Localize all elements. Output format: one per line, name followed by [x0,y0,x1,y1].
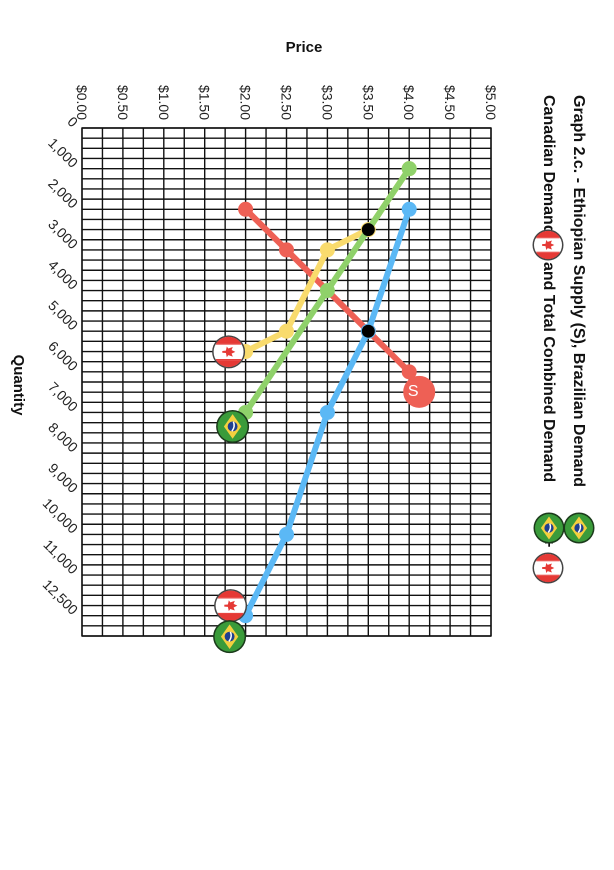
data-point [279,242,294,258]
chart-title-line2b: and Total Combined Demand [540,262,557,482]
data-point [401,364,417,380]
y-tick-label: $2.50 [279,85,295,120]
data-point [319,404,335,420]
chart-title-line2a: Canadian Demand [540,95,557,235]
y-axis-title: Price [286,39,323,56]
x-tick-label: 6,000 [45,338,81,374]
y-tick-label: $3.50 [360,85,376,120]
x-tick-label: 7,000 [45,379,81,415]
data-point [401,201,417,217]
x-tick-label: 11,000 [40,536,81,577]
supply-label: S [408,383,419,400]
data-point [238,201,254,217]
data-point [319,283,335,299]
x-axis-title: Quantity [10,355,27,416]
data-point [401,161,417,177]
x-tick-label: 2,000 [45,175,81,211]
x-tick-label: 9,000 [45,460,81,496]
x-tick-label: 8,000 [45,419,81,455]
brazil-flag-icon [563,512,595,544]
x-tick-label: 12,500 [40,576,82,618]
x-tick-label: 10,000 [40,495,82,537]
brazil-flag-icon [216,409,250,443]
chart-title-line1: Graph 2.c. - Ethiopian Supply (S), Brazi… [570,95,587,487]
canada-flag-icon [214,589,248,623]
x-tick-label: 1,000 [45,135,81,171]
data-point [319,242,335,258]
intersection-point [361,223,375,237]
y-tick-label: $2.00 [238,85,254,120]
y-tick-label: $0.00 [74,85,90,120]
series-3 [238,161,417,420]
y-tick-label: $1.50 [197,85,213,120]
y-tick-label: $1.00 [156,85,172,120]
y-tick-label: $5.00 [483,85,499,120]
y-tick-label: $0.50 [115,85,131,120]
y-tick-label: $4.00 [401,85,417,120]
grid [81,127,492,637]
supply-label-marker: S [403,375,436,408]
y-tick-label: $4.50 [442,85,458,120]
canada-flag-icon [212,335,246,369]
x-tick-label: 0 [64,113,81,130]
canada-flag-icon [532,552,564,584]
brazil-flag-icon [533,512,565,544]
canada-flag-icon [532,229,564,261]
x-tick-label: 4,000 [45,257,81,293]
plot-frame [81,127,492,637]
intersection-point [361,324,375,338]
y-tick-label: $3.00 [319,85,335,120]
brazil-flag-icon [213,620,247,654]
data-point [279,526,294,542]
data-point [279,323,294,339]
x-tick-label: 5,000 [45,297,81,333]
x-tick-label: 3,000 [45,216,81,252]
